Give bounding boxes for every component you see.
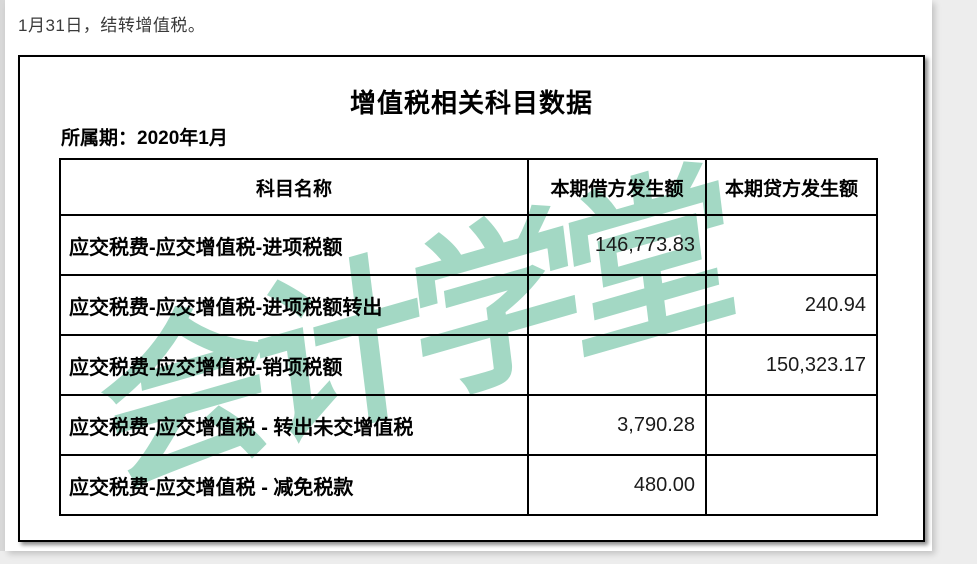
header-debit: 本期借方发生额: [527, 158, 707, 216]
header-account-name: 科目名称: [59, 158, 529, 216]
document-page: 1月31日，结转增值税。 会计学堂 增值税相关科目数据 所属期：2020年1月 …: [5, 0, 932, 551]
credit-cell: 150,323.17: [705, 334, 878, 396]
table-row: 应交税费-应交增值税 - 转出未交增值税 3,790.28: [59, 394, 878, 456]
sheet-title: 增值税相关科目数据: [349, 88, 593, 118]
table-row: 应交税费-应交增值税-进项税额 146,773.83: [59, 214, 878, 276]
period-label: 所属期：2020年1月: [61, 128, 228, 149]
journal-note-text: 1月31日，结转增值税。: [18, 16, 206, 35]
debit-cell: [527, 274, 707, 336]
table-row: 应交税费-应交增值税-进项税额转出 240.94: [59, 274, 878, 336]
credit-cell: [705, 454, 878, 516]
debit-cell: [527, 334, 707, 396]
sheet-content: 增值税相关科目数据 所属期：2020年1月 科目名称 本期借方发生额 本期贷方发…: [20, 57, 923, 540]
credit-cell: [705, 214, 878, 276]
table-row: 应交税费-应交增值税 - 减免税款 480.00: [59, 454, 878, 516]
debit-cell: 480.00: [527, 454, 707, 516]
account-name-cell: 应交税费-应交增值税 - 转出未交增值税: [59, 394, 529, 456]
table-row: 应交税费-应交增值税-销项税额 150,323.17: [59, 334, 878, 396]
account-name-cell: 应交税费-应交增值税-进项税额转出: [59, 274, 529, 336]
debit-cell: 146,773.83: [527, 214, 707, 276]
debit-cell: 3,790.28: [527, 394, 707, 456]
account-name-cell: 应交税费-应交增值税-进项税额: [59, 214, 529, 276]
vat-data-sheet: 会计学堂 增值税相关科目数据 所属期：2020年1月 科目名称 本期借方发生额: [18, 55, 925, 542]
table-header-row: 科目名称 本期借方发生额 本期贷方发生额: [59, 158, 878, 216]
vat-accounts-table: 科目名称 本期借方发生额 本期贷方发生额 应交税费-应交增值税-进项税额 146…: [59, 158, 878, 516]
window-left-edge: [0, 0, 5, 551]
account-name-cell: 应交税费-应交增值税-销项税额: [59, 334, 529, 396]
account-name-cell: 应交税费-应交增值税 - 减免税款: [59, 454, 529, 516]
credit-cell: [705, 394, 878, 456]
credit-cell: 240.94: [705, 274, 878, 336]
header-credit: 本期贷方发生额: [705, 158, 878, 216]
